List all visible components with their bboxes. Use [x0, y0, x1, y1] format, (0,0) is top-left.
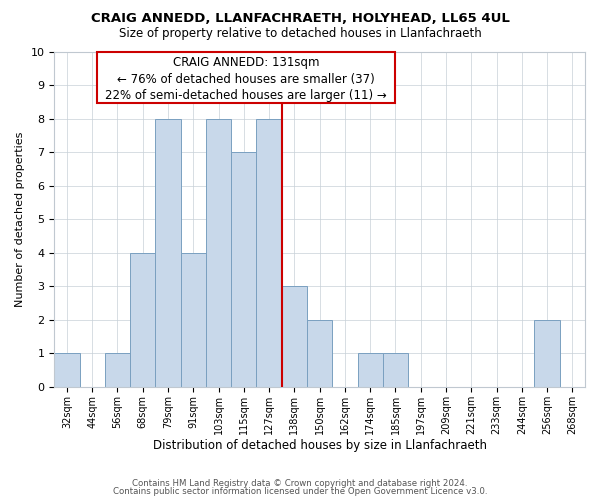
- Text: Contains public sector information licensed under the Open Government Licence v3: Contains public sector information licen…: [113, 487, 487, 496]
- Bar: [307, 320, 332, 387]
- Bar: [181, 253, 206, 387]
- X-axis label: Distribution of detached houses by size in Llanfachraeth: Distribution of detached houses by size …: [152, 440, 487, 452]
- Text: Size of property relative to detached houses in Llanfachraeth: Size of property relative to detached ho…: [119, 28, 481, 40]
- Text: Contains HM Land Registry data © Crown copyright and database right 2024.: Contains HM Land Registry data © Crown c…: [132, 478, 468, 488]
- Text: CRAIG ANNEDD: 131sqm: CRAIG ANNEDD: 131sqm: [173, 56, 320, 68]
- Bar: [256, 118, 282, 387]
- Bar: [358, 354, 383, 387]
- Y-axis label: Number of detached properties: Number of detached properties: [15, 132, 25, 307]
- Bar: [54, 354, 80, 387]
- Bar: [206, 118, 231, 387]
- FancyBboxPatch shape: [97, 52, 395, 104]
- Bar: [155, 118, 181, 387]
- Text: ← 76% of detached houses are smaller (37): ← 76% of detached houses are smaller (37…: [118, 72, 375, 86]
- Bar: [130, 253, 155, 387]
- Text: CRAIG ANNEDD, LLANFACHRAETH, HOLYHEAD, LL65 4UL: CRAIG ANNEDD, LLANFACHRAETH, HOLYHEAD, L…: [91, 12, 509, 26]
- Bar: [535, 320, 560, 387]
- Bar: [282, 286, 307, 387]
- Bar: [231, 152, 256, 387]
- Bar: [383, 354, 408, 387]
- Text: 22% of semi-detached houses are larger (11) →: 22% of semi-detached houses are larger (…: [106, 88, 387, 102]
- Bar: [105, 354, 130, 387]
